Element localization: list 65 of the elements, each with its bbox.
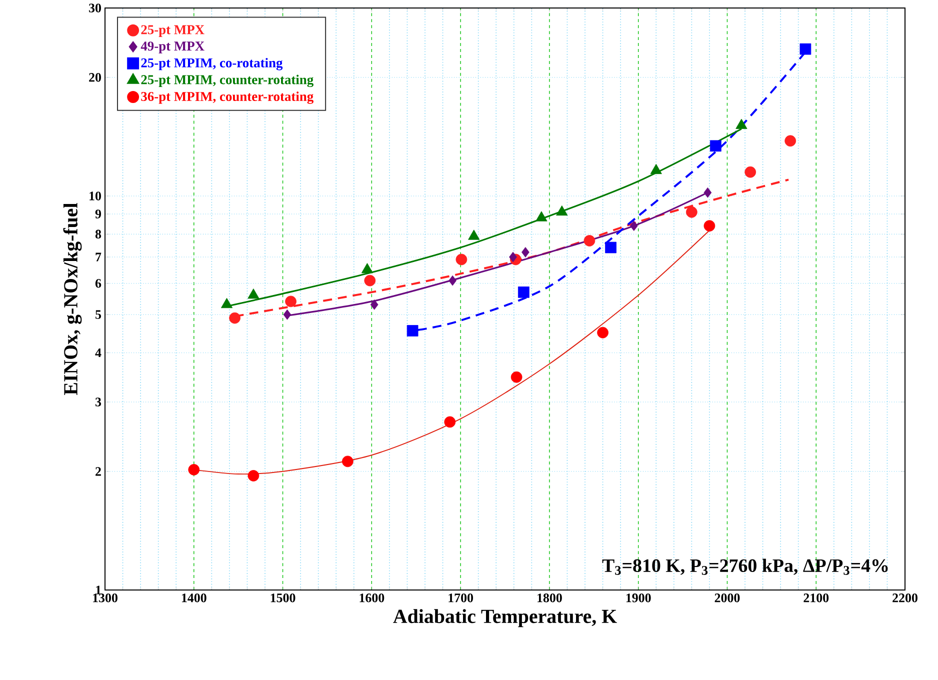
point	[605, 242, 616, 254]
point	[686, 206, 698, 218]
point	[248, 288, 260, 299]
point	[704, 187, 712, 198]
y-tick-label: 20	[89, 73, 101, 82]
point	[510, 371, 522, 383]
point	[584, 235, 596, 246]
point	[468, 230, 480, 240]
y-tick-label: 30	[89, 4, 101, 12]
x-tick-label: 2000	[714, 594, 740, 602]
point	[248, 470, 260, 482]
x-tick-label: 1700	[448, 594, 474, 602]
point	[522, 247, 530, 258]
point	[597, 326, 608, 338]
y-tick-label: 9	[95, 210, 102, 218]
point	[406, 325, 418, 336]
y-tick-label: 6	[95, 279, 102, 288]
point	[736, 118, 748, 129]
point	[364, 274, 376, 286]
annotation: T$_{3}$=810 K, P$_{3}$=2760 kPa, ΔP/P$_{3}$=4%	[602, 558, 888, 575]
point	[456, 254, 468, 266]
legend-label: 36-pt MPIM, counter-rotating	[141, 92, 314, 104]
point	[283, 309, 292, 320]
y-tick-label: 8	[95, 230, 102, 239]
point	[370, 299, 378, 310]
y-tick-label: 3	[95, 398, 102, 406]
y-tick-label: 5	[96, 310, 102, 319]
y-tick-label: 2	[96, 467, 101, 476]
point	[342, 456, 354, 468]
y-axis-title: EINOx, g-NOx/kg-fuel	[63, 203, 82, 395]
legend-label: 25-pt MPIM, counter-rotating	[141, 74, 314, 88]
point	[509, 252, 517, 262]
point	[188, 464, 200, 476]
legend-label: 49-pt MPX	[140, 42, 204, 54]
x-tick-label: 1400	[182, 594, 206, 602]
x-tick-label: 1600	[360, 594, 384, 602]
x-tick-label: 1500	[270, 594, 296, 602]
x-tick-label: 1900	[626, 594, 651, 602]
point	[448, 275, 456, 286]
point	[285, 296, 296, 308]
x-tick-label: 1300	[93, 594, 118, 602]
point	[704, 220, 716, 232]
y-tick-label: 7	[96, 252, 102, 262]
point	[800, 43, 812, 55]
point	[650, 164, 662, 174]
point	[556, 205, 568, 216]
point	[710, 140, 722, 152]
x-axis-title: Adiabatic Temperature, K	[393, 609, 617, 628]
y-tick-label: 10	[90, 192, 101, 200]
point	[361, 263, 374, 274]
y-tick-label: 1	[96, 586, 101, 594]
point	[536, 211, 548, 222]
x-tick-label: 2100	[804, 594, 829, 602]
point	[784, 135, 796, 147]
point	[444, 416, 456, 428]
point	[744, 166, 756, 178]
y-tick-label: 4	[95, 348, 102, 358]
x-tick-label: 1800	[538, 594, 562, 602]
point	[518, 286, 530, 298]
point	[229, 312, 240, 324]
legend-label: 25-pt MPX	[141, 25, 204, 37]
legend-label: 25-pt MPIM, co-rotating	[141, 58, 283, 70]
x-tick-label: 2200	[892, 594, 918, 602]
point	[630, 220, 638, 232]
point	[220, 298, 233, 308]
